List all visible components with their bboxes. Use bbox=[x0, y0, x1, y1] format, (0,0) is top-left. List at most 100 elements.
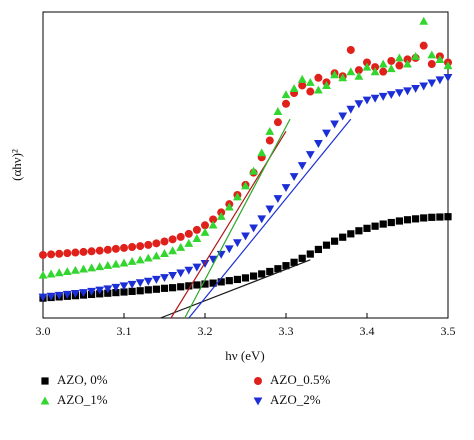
point bbox=[297, 74, 307, 83]
point bbox=[379, 220, 387, 228]
point bbox=[435, 76, 445, 85]
point bbox=[427, 50, 437, 59]
point bbox=[39, 250, 47, 259]
point bbox=[436, 213, 444, 221]
point bbox=[322, 241, 331, 249]
point bbox=[128, 243, 137, 252]
point bbox=[420, 214, 428, 222]
point bbox=[208, 220, 218, 229]
point bbox=[38, 270, 48, 279]
point bbox=[362, 62, 372, 71]
point bbox=[152, 251, 161, 260]
point bbox=[128, 287, 136, 295]
point bbox=[71, 290, 80, 298]
point bbox=[144, 240, 153, 249]
point bbox=[192, 225, 201, 234]
point bbox=[111, 283, 121, 292]
point bbox=[314, 85, 323, 94]
point bbox=[305, 151, 315, 159]
point bbox=[241, 274, 250, 282]
point bbox=[55, 249, 64, 258]
point bbox=[387, 56, 396, 65]
point bbox=[387, 218, 395, 227]
point bbox=[265, 205, 275, 214]
point bbox=[395, 89, 404, 98]
point bbox=[378, 92, 388, 101]
point bbox=[322, 81, 331, 89]
point bbox=[152, 275, 161, 284]
point bbox=[38, 293, 48, 302]
point bbox=[289, 173, 299, 182]
point bbox=[419, 82, 429, 91]
point bbox=[136, 242, 145, 251]
point bbox=[370, 94, 380, 103]
point bbox=[298, 254, 306, 262]
point bbox=[224, 245, 234, 254]
point bbox=[298, 81, 307, 90]
point bbox=[168, 246, 177, 255]
point bbox=[363, 224, 371, 232]
point bbox=[208, 255, 218, 264]
point bbox=[168, 271, 177, 280]
point bbox=[233, 275, 241, 284]
point bbox=[160, 249, 169, 257]
point bbox=[362, 96, 372, 105]
point bbox=[62, 267, 72, 276]
point bbox=[47, 250, 56, 259]
point bbox=[225, 277, 233, 285]
point bbox=[305, 77, 315, 86]
point bbox=[209, 215, 218, 224]
point bbox=[120, 243, 128, 252]
point bbox=[200, 260, 210, 268]
point bbox=[330, 120, 339, 129]
point bbox=[169, 284, 177, 292]
point bbox=[427, 79, 437, 88]
point bbox=[201, 221, 209, 230]
legend-label: AZO, 0% bbox=[57, 372, 108, 387]
point bbox=[233, 239, 242, 248]
point bbox=[87, 287, 96, 296]
point bbox=[119, 258, 129, 267]
point bbox=[79, 247, 88, 256]
point bbox=[354, 66, 363, 75]
point bbox=[282, 99, 290, 108]
point bbox=[160, 237, 169, 246]
point bbox=[95, 286, 105, 295]
point bbox=[233, 192, 242, 201]
point bbox=[331, 237, 339, 245]
point bbox=[217, 278, 225, 286]
point bbox=[338, 112, 348, 121]
x-tick-label: 3.0 bbox=[36, 324, 51, 338]
point bbox=[152, 239, 161, 248]
point bbox=[281, 90, 291, 99]
point bbox=[419, 16, 429, 25]
point bbox=[371, 63, 380, 72]
point bbox=[306, 250, 314, 258]
point bbox=[46, 292, 56, 301]
point bbox=[193, 281, 201, 289]
point bbox=[386, 91, 396, 100]
point bbox=[395, 53, 404, 62]
point bbox=[119, 282, 129, 291]
point bbox=[143, 253, 153, 262]
x-tick-label: 3.2 bbox=[198, 324, 213, 338]
point bbox=[427, 60, 436, 69]
point bbox=[395, 217, 403, 225]
point bbox=[111, 259, 121, 268]
point bbox=[54, 291, 64, 300]
point bbox=[120, 288, 128, 296]
point bbox=[176, 232, 185, 241]
point bbox=[403, 59, 412, 68]
point bbox=[274, 265, 282, 273]
point bbox=[71, 265, 80, 274]
point bbox=[112, 289, 120, 297]
fit-line bbox=[160, 259, 311, 319]
point bbox=[306, 87, 315, 96]
point bbox=[371, 222, 379, 230]
point bbox=[314, 73, 323, 82]
fit-line bbox=[188, 118, 352, 319]
point bbox=[127, 280, 137, 289]
point bbox=[386, 64, 396, 73]
point bbox=[258, 270, 266, 278]
y-axis-label: (αhν)² bbox=[9, 149, 24, 181]
